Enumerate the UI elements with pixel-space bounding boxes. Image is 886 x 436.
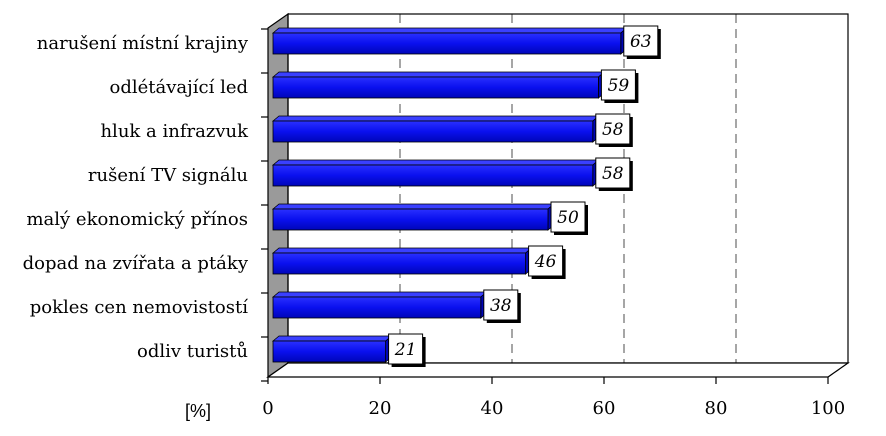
bar-top-face	[271, 247, 533, 254]
data-label: 58	[602, 164, 624, 184]
bar-top-face	[271, 71, 606, 78]
gridlines	[379, 14, 849, 378]
bar-front-face	[272, 296, 482, 319]
category-label: pokles cen nemovistostí	[30, 297, 249, 318]
data-label-box	[623, 25, 659, 57]
bar-top-face	[271, 335, 393, 342]
bar-front-face	[272, 252, 527, 275]
category-labels: narušení místní krajiny odlétávající led h…	[23, 33, 249, 362]
bar-front-face	[272, 340, 386, 363]
data-label-box	[550, 201, 586, 233]
bar-front-face	[272, 120, 594, 143]
x-axis-ticks: 0 20 40 60 80 100	[262, 377, 845, 419]
bars: 63 59 58 58 50 46 38 21	[271, 25, 661, 367]
bar: 59	[271, 69, 639, 103]
x-tick-label: 40	[481, 398, 504, 419]
data-label-box	[388, 333, 424, 365]
bar-front-face	[272, 208, 549, 231]
bar: 58	[271, 113, 633, 147]
data-label-box	[600, 69, 636, 101]
x-tick-label: 100	[811, 398, 845, 419]
x-tick-label: 20	[369, 398, 392, 419]
bar: 38	[271, 289, 521, 323]
category-label: rušení TV signálu	[88, 165, 248, 186]
bar-front-face	[272, 164, 594, 187]
data-label: 21	[394, 340, 417, 360]
x-tick-label: 60	[593, 398, 616, 419]
category-label: odlétávající led	[110, 77, 248, 98]
category-label: narušení místní krajiny	[37, 33, 249, 54]
category-label: odliv turistů	[137, 340, 248, 362]
data-label-box	[595, 157, 631, 189]
data-label: 50	[557, 208, 579, 228]
bar-top-face	[271, 115, 600, 122]
data-label-box	[528, 245, 564, 277]
x-axis-unit-label: [%]	[185, 401, 211, 421]
bar: 46	[271, 245, 566, 279]
data-label: 46	[534, 252, 557, 272]
bar: 21	[271, 333, 426, 367]
data-label-box	[483, 289, 519, 321]
bar-top-face	[271, 291, 488, 298]
data-label: 58	[602, 120, 624, 140]
data-label: 63	[630, 32, 652, 52]
data-label-box	[595, 113, 631, 145]
side-wall	[267, 12, 289, 379]
category-label: dopad na zvířata a ptáky	[23, 253, 249, 274]
bar: 63	[271, 25, 661, 59]
category-label: hluk a infrazvuk	[100, 121, 249, 142]
data-label: 59	[608, 76, 630, 96]
data-label: 38	[490, 296, 512, 316]
bar-top-face	[271, 203, 556, 210]
floor	[266, 362, 850, 378]
bar: 58	[271, 157, 633, 191]
category-label: malý ekonomický přínos	[26, 209, 248, 230]
bar-top-face	[271, 27, 628, 34]
bar: 50	[271, 201, 588, 235]
bar-top-face	[271, 159, 600, 166]
bar-front-face	[272, 76, 599, 99]
bar-front-face	[272, 32, 622, 55]
axes	[261, 12, 850, 382]
x-tick-label: 0	[262, 398, 273, 419]
x-tick-label: 80	[705, 398, 728, 419]
